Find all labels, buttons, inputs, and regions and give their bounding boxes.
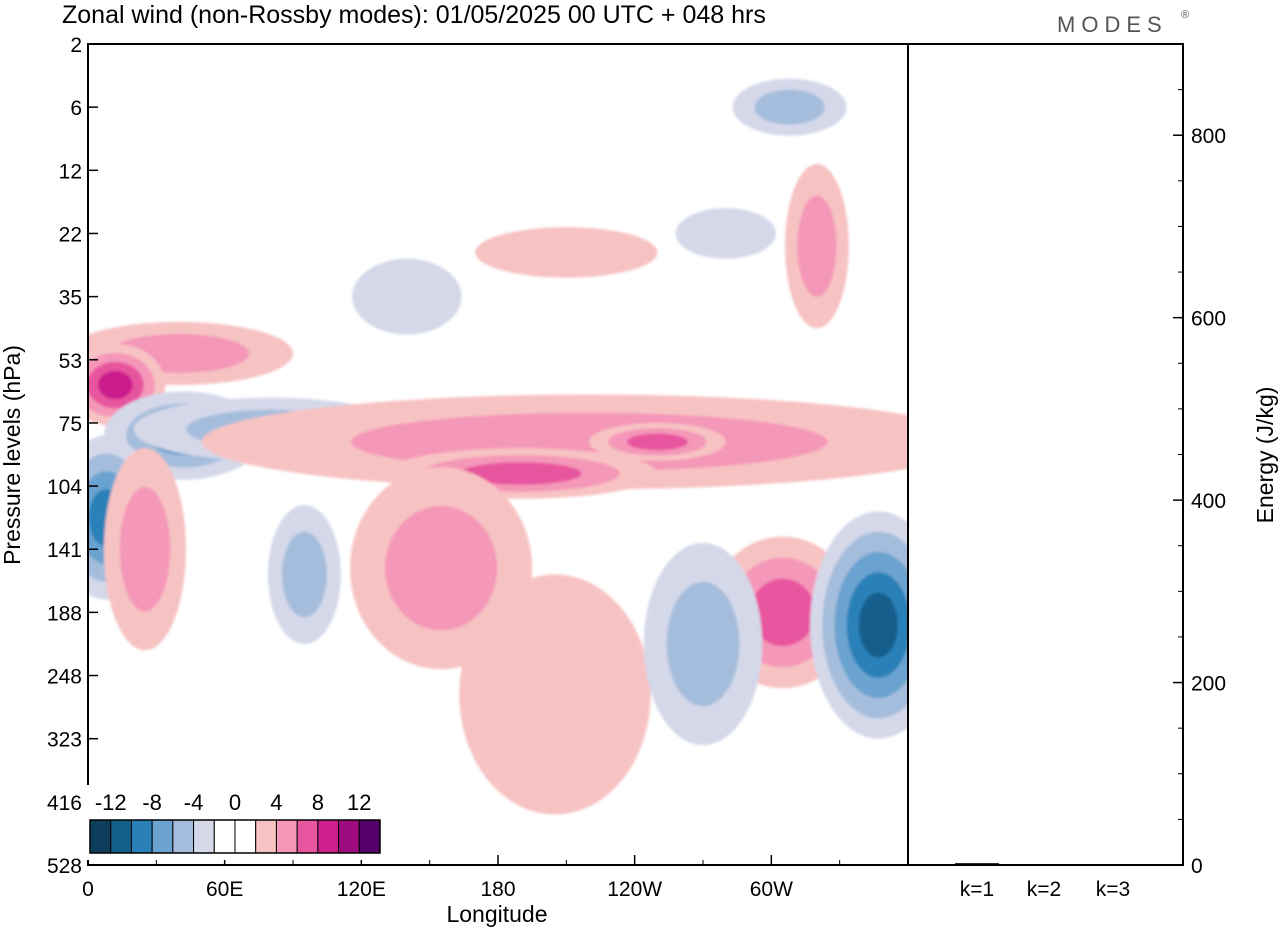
colorbar-swatch bbox=[296, 819, 319, 854]
y-tick-label: 2 bbox=[70, 34, 82, 57]
wind-region-13-level-2 bbox=[119, 487, 171, 612]
energy-tick-label: 200 bbox=[1191, 673, 1226, 696]
y-axis-label: Pressure levels (hPa) bbox=[0, 345, 25, 565]
wind-region-17-level-5 bbox=[858, 592, 898, 658]
colorbar-swatch bbox=[255, 819, 277, 854]
y-axis: 2 6 12 22 35 53 75 104 141 188 248 323 416 528 bbox=[47, 34, 98, 878]
colorbar-swatch bbox=[172, 819, 195, 854]
colorbar-frame bbox=[89, 819, 381, 854]
y-tick-label: 141 bbox=[47, 539, 82, 562]
colorbar: -12 -8 -4 0 4 8 12 bbox=[86, 785, 384, 860]
colorbar-label: -4 bbox=[184, 790, 204, 815]
y-tick-label: 188 bbox=[47, 602, 82, 625]
colorbar-swatch bbox=[89, 819, 112, 854]
chart-title: Zonal wind (non-Rossby modes): 01/05/202… bbox=[62, 1, 766, 29]
y-tick-label: 416 bbox=[47, 792, 82, 815]
colorbar-label: -12 bbox=[95, 790, 127, 815]
colorbar-label: 0 bbox=[229, 790, 241, 815]
energy-category-label: k=1 bbox=[960, 878, 994, 901]
wind-region-0-level-1 bbox=[352, 258, 462, 335]
energy-axis-label: Energy (J/kg) bbox=[1252, 387, 1278, 524]
colorbar-swatch bbox=[151, 819, 174, 854]
colorbar-swatch bbox=[110, 819, 132, 854]
y-tick-label: 75 bbox=[59, 413, 82, 436]
wind-region-18-level-1 bbox=[459, 574, 651, 815]
wind-region-10-level-3 bbox=[460, 462, 582, 485]
y-tick-label: 22 bbox=[59, 223, 82, 246]
colorbar-label: 12 bbox=[347, 790, 371, 815]
wind-region-3-level-2 bbox=[797, 195, 837, 297]
colorbar-swatch bbox=[130, 819, 153, 854]
modes-logo: MODES bbox=[1057, 12, 1168, 37]
y-tick-label: 12 bbox=[59, 160, 82, 183]
y-tick-label: 104 bbox=[47, 476, 82, 499]
x-tick-label: 60E bbox=[206, 878, 243, 901]
colorbar-swatch bbox=[193, 819, 215, 854]
y-tick-label: 248 bbox=[47, 666, 82, 689]
colorbar-swatch bbox=[338, 819, 360, 854]
wind-region-4-level-2 bbox=[754, 89, 825, 125]
wind-region-14-level-2 bbox=[281, 531, 327, 618]
energy-frame bbox=[907, 43, 1184, 866]
wind-region-6-level-4 bbox=[97, 370, 133, 400]
energy-tick-label: 400 bbox=[1191, 490, 1226, 513]
x-tick-label: 120W bbox=[607, 878, 662, 901]
colorbar-label: -8 bbox=[142, 790, 162, 815]
x-tick-label: 0 bbox=[82, 878, 94, 901]
wind-region-11-level-3 bbox=[627, 433, 688, 451]
energy-tick-label: 600 bbox=[1191, 308, 1226, 331]
colorbar-swatch bbox=[275, 819, 298, 854]
wind-region-16-level-3 bbox=[750, 578, 816, 647]
wind-region-15-level-2 bbox=[384, 505, 498, 631]
x-axis-label: Longitude bbox=[446, 901, 547, 927]
colorbar-label: 4 bbox=[270, 790, 282, 815]
wind-region-19-level-2 bbox=[666, 581, 740, 707]
energy-category-label: k=3 bbox=[1096, 878, 1130, 901]
y-tick-label: 35 bbox=[59, 287, 82, 310]
energy-tick-label: 0 bbox=[1191, 855, 1203, 878]
y-tick-label: 323 bbox=[47, 729, 82, 752]
x-tick-label: 60W bbox=[750, 878, 793, 901]
y-tick-label: 528 bbox=[47, 855, 82, 878]
y-tick-label: 53 bbox=[59, 350, 82, 373]
colorbar-swatch bbox=[317, 819, 340, 854]
x-tick-label: 120E bbox=[337, 878, 386, 901]
x-axis: 0 60E 120E 180 120W 60W bbox=[82, 855, 841, 901]
energy-category-label: k=2 bbox=[1027, 878, 1061, 901]
x-tick-label: 180 bbox=[480, 878, 515, 901]
energy-tick-label: 800 bbox=[1191, 125, 1226, 148]
wind-region-1-level-1 bbox=[475, 227, 658, 278]
colorbar-swatch bbox=[213, 819, 236, 854]
y-tick-label: 6 bbox=[70, 97, 82, 120]
colorbar-label: 8 bbox=[312, 790, 324, 815]
wind-region-2-level-1 bbox=[675, 208, 776, 259]
colorbar-swatch bbox=[358, 819, 381, 854]
registered-mark: ® bbox=[1181, 9, 1189, 21]
colorbar-swatch bbox=[234, 819, 257, 854]
heatmap-regions bbox=[88, 78, 908, 815]
energy-panel: 0 200 400 600 800 k=1 k=2 k=3 bbox=[955, 89, 1226, 901]
